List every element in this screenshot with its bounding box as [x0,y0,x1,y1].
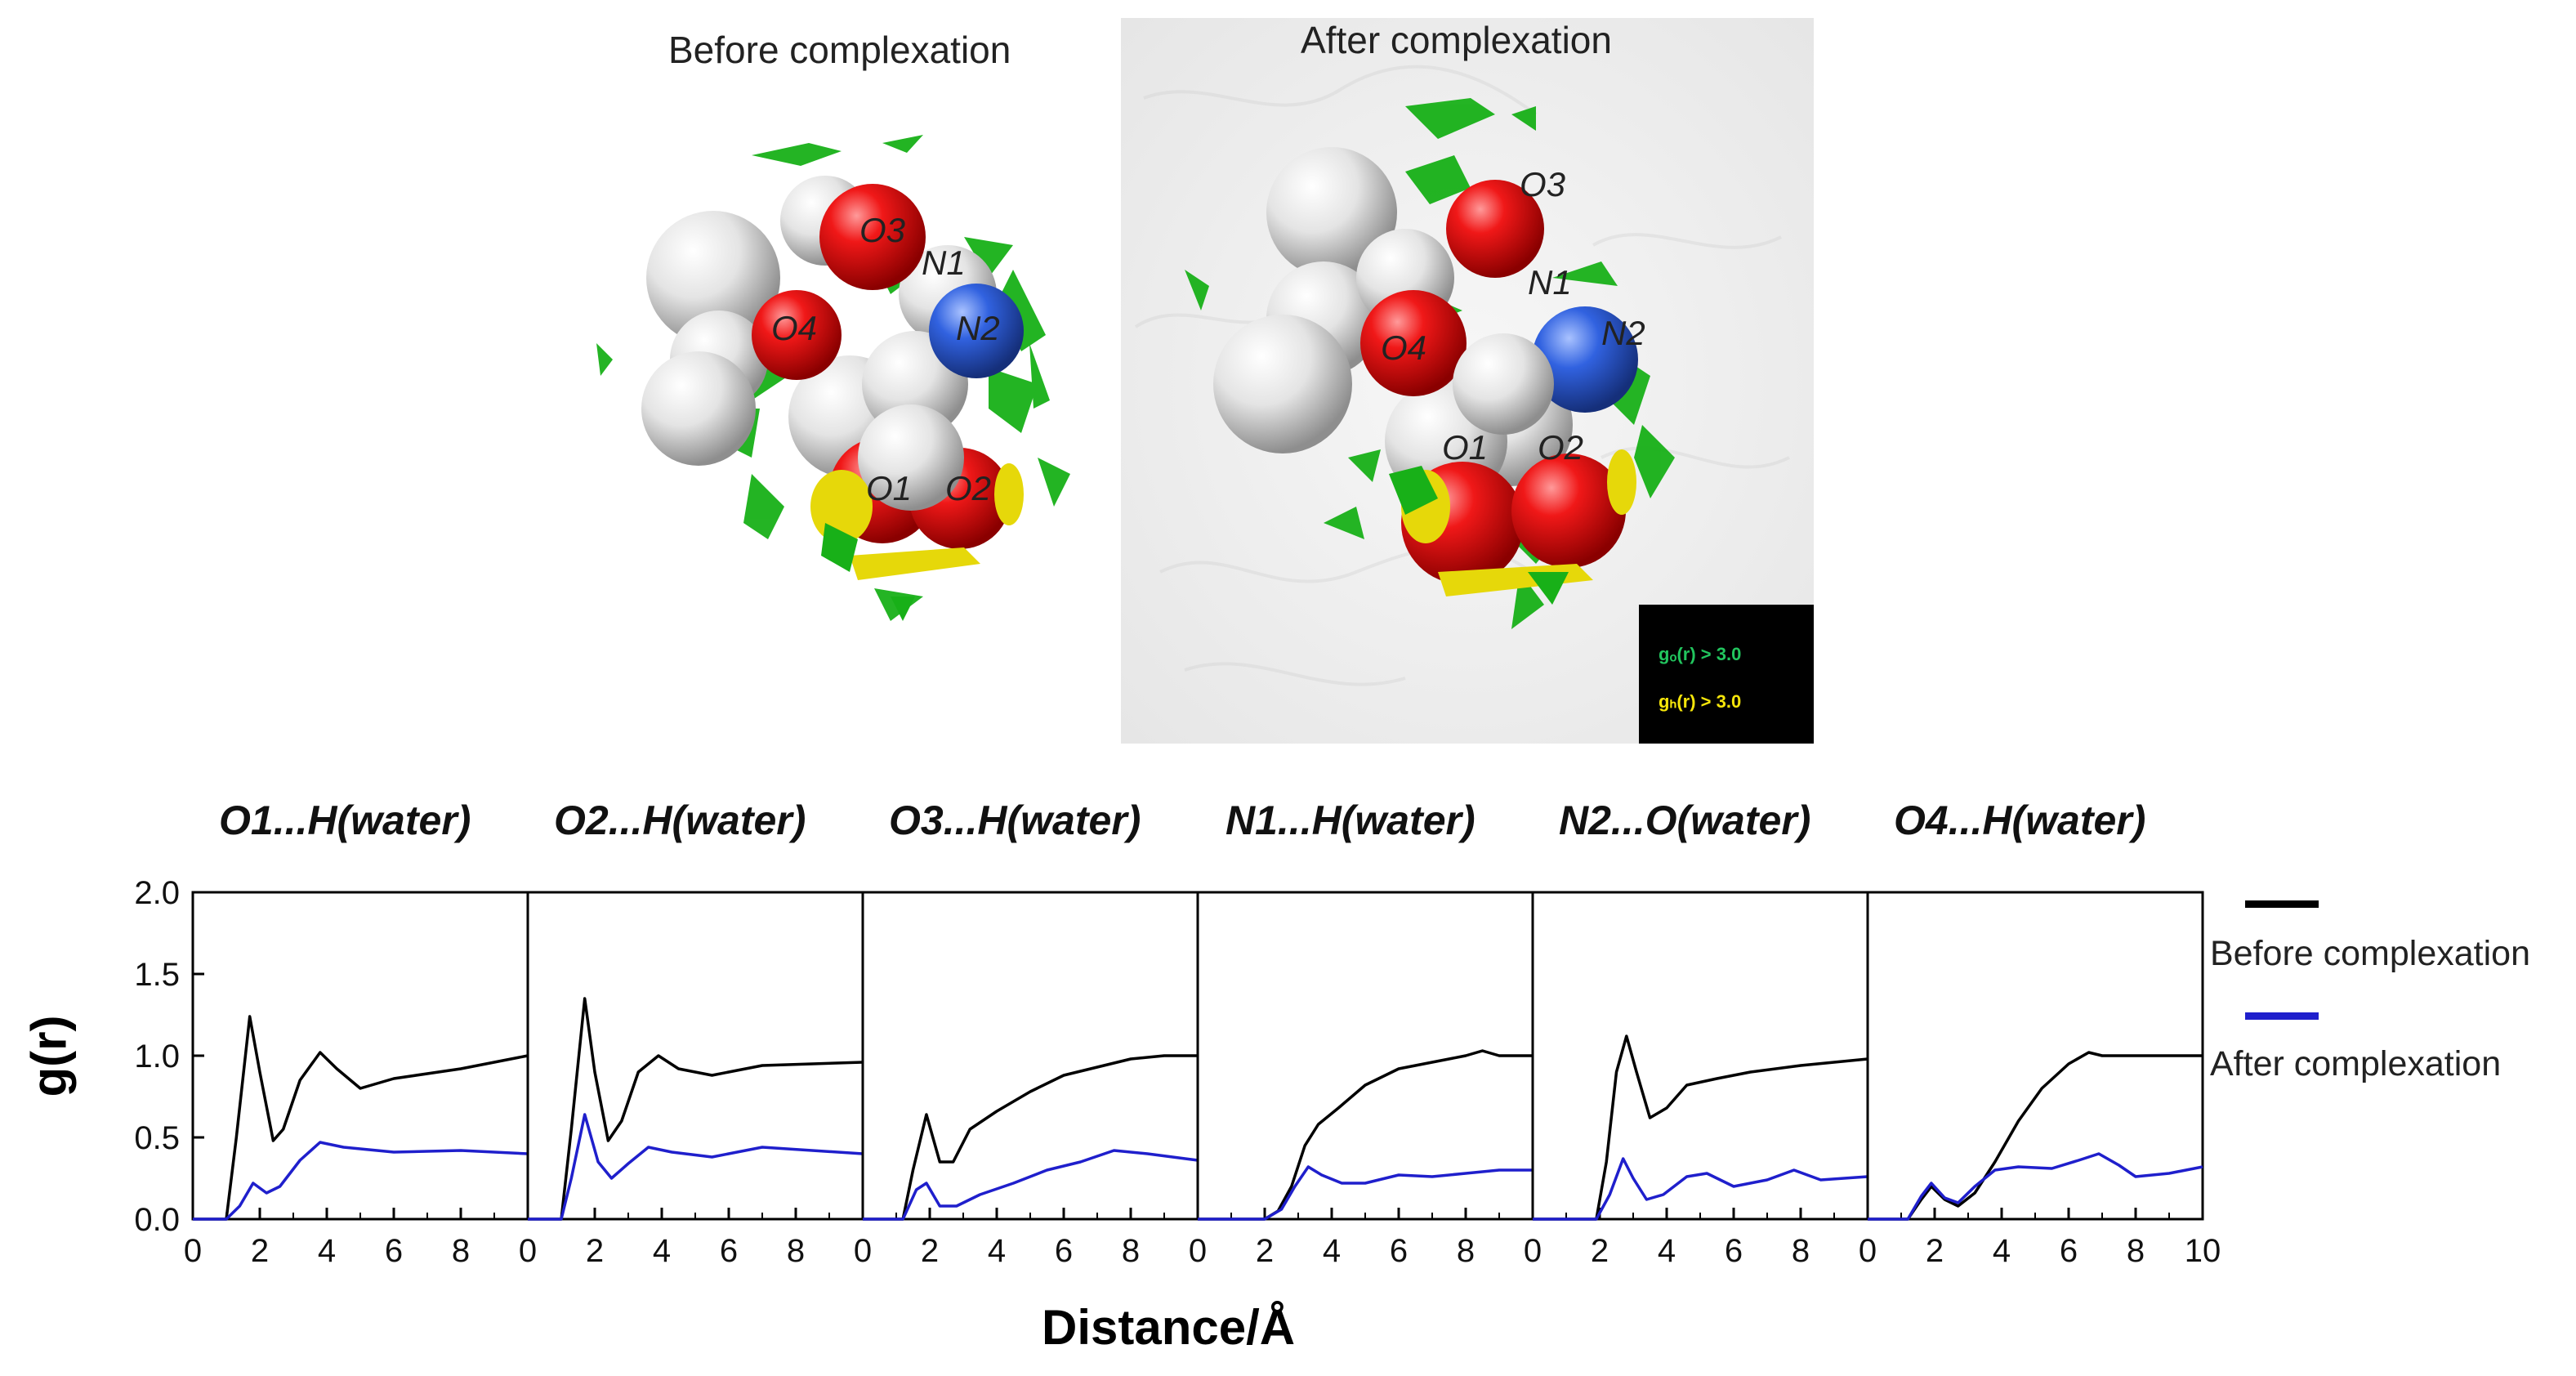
x-tick-label: 6 [1390,1233,1408,1269]
x-tick-label: 0 [1859,1233,1877,1269]
x-tick-label: 8 [1122,1233,1140,1269]
inset-legend: gₒ(r) > 3.0 gₕ(r) > 3.0 [1639,605,1814,744]
legend-label-before: Before complexation [2210,934,2530,973]
y-axis-label: g(r) [21,1015,77,1097]
series-line [1198,1049,1533,1221]
legend-label-after: After complexation [2210,1044,2502,1083]
panel-frame [191,891,529,1221]
x-tick-label: 4 [1658,1233,1676,1269]
panel-title: O3...H(water) [889,797,1141,843]
series-line [193,1015,529,1221]
x-tick-label: 10 [2185,1233,2221,1269]
series-line [1868,1152,2203,1221]
x-tick-label: 2 [1591,1233,1609,1269]
atom-label: O4 [1381,328,1426,367]
atom-label: O2 [1538,428,1583,467]
atom-label: O2 [945,469,991,507]
panel-frame [1196,891,1534,1221]
x-tick-label: 0 [1189,1233,1207,1269]
x-tick-label: 6 [720,1233,738,1269]
x-tick-label: 4 [653,1233,671,1269]
x-tick-label: 6 [2060,1233,2078,1269]
before-molecule [596,135,1070,621]
x-tick-label: 8 [1457,1233,1475,1269]
series-line [1868,1051,2203,1221]
x-tick-label: 6 [1725,1233,1743,1269]
series-line [1533,1157,1868,1221]
before-atom-labels: O3 N1 N2 O4 O1 O2 [771,211,1000,507]
series-line [863,1149,1199,1221]
molecule-illustrations: gₒ(r) > 3.0 gₕ(r) > 3.0 O3 N1 N2 O4 O1 O… [596,18,1814,744]
x-tick-label: 0 [184,1233,202,1269]
x-tick-label: 8 [787,1233,805,1269]
y-tick-label: 0.0 [134,1202,180,1238]
atom-label: N1 [922,243,966,282]
legend-line-before [2245,900,2319,908]
x-tick-label: 6 [385,1233,403,1269]
x-tick-label: 4 [1993,1233,2011,1269]
x-tick-label: 2 [921,1233,939,1269]
panel-title: O2...H(water) [554,797,806,843]
series-line [1198,1165,1533,1221]
atom-label: O1 [1442,428,1488,467]
before-complexation-title: Before complexation [668,29,1011,71]
x-axis-label: Distance/Å [1042,1300,1296,1355]
atom-label: O3 [1520,165,1565,203]
series-line [193,1141,529,1221]
panel-title: O1...H(water) [219,797,471,843]
x-tick-label: 8 [1792,1233,1810,1269]
series-line [528,997,864,1221]
x-tick-label: 0 [854,1233,872,1269]
panel-title: N1...H(water) [1225,797,1476,843]
atom-label: N2 [956,309,1000,347]
series-line [863,1054,1198,1221]
legend-line-after [2245,1012,2319,1020]
chart-panel: 0 2 4 6 8 [1524,891,1869,1269]
series-line [1533,1034,1868,1221]
atom-label: O1 [866,469,912,507]
chart-panel: 0 2 4 6 8 0.0 0.5 1.0 1.5 2.0 [134,875,529,1269]
x-tick-label: 2 [251,1233,269,1269]
x-tick-label: 2 [1926,1233,1944,1269]
x-tick-label: 8 [2127,1233,2145,1269]
chart-panel: 0 2 4 6 8 [519,891,864,1269]
series-line [528,1113,864,1221]
atom-label: O4 [771,309,817,347]
after-complexation-title: After complexation [1301,19,1612,61]
x-tick-label: 6 [1055,1233,1073,1269]
chart-panel: 0 2 4 6 8 10 [1859,891,2221,1269]
x-tick-label: 4 [318,1233,336,1269]
panel-title: O4...H(water) [1894,797,2146,843]
after-atom-labels: O3 N1 N2 O4 O1 O2 [1381,165,1645,467]
y-tick-label: 2.0 [134,875,180,911]
x-tick-label: 0 [1524,1233,1542,1269]
x-tick-label: 8 [452,1233,470,1269]
atom-label: O3 [859,211,905,249]
chart-panel: 0 2 4 6 8 [1189,891,1534,1269]
atom-label: N1 [1528,263,1572,302]
x-tick-label: 2 [586,1233,604,1269]
inset-legend-item: gₕ(r) > 3.0 [1659,691,1741,712]
panel-frame [1531,891,1869,1221]
after-molecule [1185,98,1675,629]
y-tick-label: 1.5 [134,957,180,993]
y-tick-label: 1.0 [134,1039,180,1074]
x-tick-label: 2 [1256,1233,1274,1269]
x-tick-label: 4 [988,1233,1006,1269]
x-tick-label: 0 [519,1233,537,1269]
chart-panel: 0 2 4 6 8 [854,891,1199,1269]
x-tick-label: 4 [1323,1233,1341,1269]
y-tick-label: 0.5 [134,1120,180,1156]
inset-legend-item: gₒ(r) > 3.0 [1659,644,1741,664]
atom-label: N2 [1601,314,1645,352]
panel-title: N2...O(water) [1559,797,1811,843]
